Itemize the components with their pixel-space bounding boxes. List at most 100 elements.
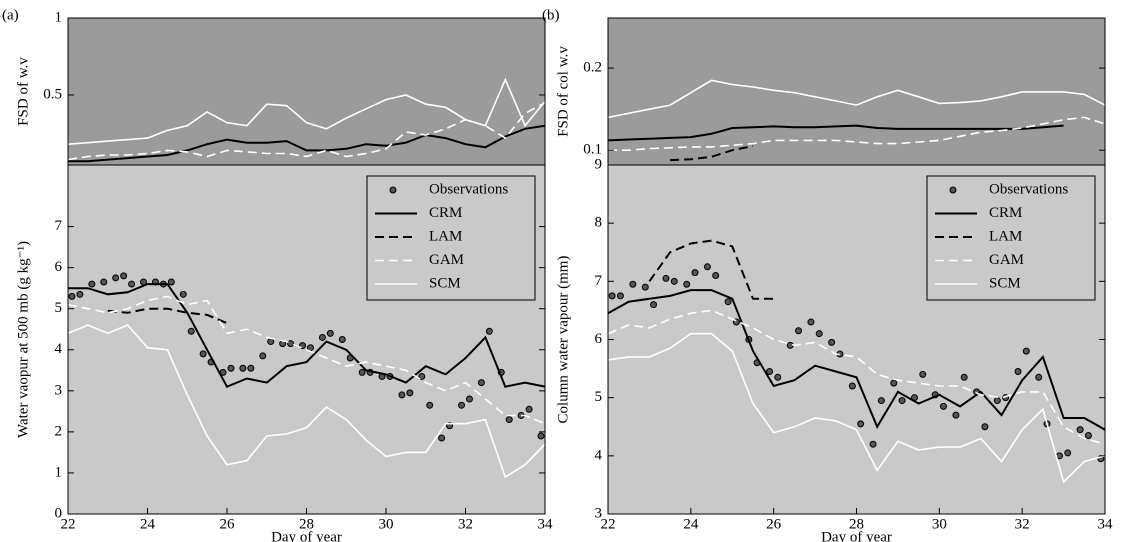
y-tick-label: 5	[55, 300, 63, 316]
observation-point	[1084, 431, 1092, 439]
observation-point	[691, 269, 699, 277]
observation-point	[128, 280, 136, 288]
observation-point	[993, 397, 1001, 405]
y-axis-label: Column water vapour (mm)	[555, 256, 571, 424]
observation-point	[199, 350, 207, 358]
observation-point	[807, 318, 815, 326]
x-tick-label: 28	[299, 516, 314, 532]
observation-point	[505, 416, 513, 424]
observation-point	[465, 395, 473, 403]
x-tick-label: 34	[1098, 516, 1114, 532]
y-tick-label: 1	[55, 9, 63, 25]
x-tick-label: 22	[601, 516, 616, 532]
observation-point	[641, 283, 649, 291]
x-axis-label: Day of year	[821, 529, 892, 542]
observation-point	[418, 372, 426, 380]
panel-label: (a)	[2, 7, 19, 23]
y-axis-label: FSD of col w.v	[555, 46, 571, 137]
observation-point	[960, 373, 968, 381]
observation-point	[650, 301, 658, 309]
observation-point	[187, 327, 195, 335]
plot-background	[68, 18, 545, 165]
y-tick-label: 7	[595, 273, 603, 289]
observation-point	[259, 352, 267, 360]
x-tick-label: 28	[849, 516, 864, 532]
legend-label: Observations	[989, 181, 1068, 197]
series-line	[608, 309, 1105, 445]
observation-point	[857, 420, 865, 428]
observation-point	[120, 272, 128, 280]
observation-point	[939, 402, 947, 410]
observation-point	[239, 364, 247, 372]
plot-area	[68, 77, 545, 163]
series-line	[68, 124, 545, 163]
observation-point	[703, 263, 711, 271]
y-tick-label: 0.5	[43, 86, 62, 102]
x-tick-label: 26	[766, 516, 782, 532]
observation-point	[629, 280, 637, 288]
observation-point	[485, 327, 493, 335]
y-tick-label: 0.2	[583, 60, 602, 76]
observation-point	[712, 272, 720, 280]
observation-point	[525, 405, 533, 413]
observation-point	[616, 292, 624, 300]
y-tick-label: 2	[55, 423, 63, 439]
y-tick-label: 1	[55, 464, 63, 480]
x-tick-label: 26	[220, 516, 236, 532]
series-line	[608, 332, 1105, 484]
y-tick-label: 8	[595, 215, 603, 231]
x-axis-label: Day of year	[271, 529, 342, 542]
series-line	[670, 145, 754, 162]
observation-point	[100, 278, 108, 286]
observation-point	[318, 333, 326, 341]
observation-point	[670, 277, 678, 285]
observation-point	[1076, 426, 1084, 434]
observation-point	[848, 382, 856, 390]
observation-point	[477, 379, 485, 387]
legend-label: CRM	[989, 205, 1022, 221]
observation-point	[766, 367, 774, 375]
x-tick-label: 24	[683, 516, 699, 532]
observation-point	[227, 364, 235, 372]
observation-point	[952, 411, 960, 419]
observation-point	[167, 278, 175, 286]
legend-marker	[949, 186, 957, 194]
observation-point	[438, 434, 446, 442]
legend-label: SCM	[989, 275, 1021, 291]
observation-point	[869, 440, 877, 448]
observation-point	[179, 290, 187, 298]
series-line	[68, 324, 545, 479]
observation-point	[877, 397, 885, 405]
observation-point	[88, 280, 96, 288]
y-axis-label: Water vaopur at 500 mb (g kg⁻¹)	[15, 241, 31, 438]
observation-point	[919, 370, 927, 378]
observation-point	[828, 338, 836, 346]
observation-point	[724, 298, 732, 306]
plot-area	[608, 239, 1105, 484]
x-tick-label: 32	[458, 516, 473, 532]
observation-point	[1022, 347, 1030, 355]
observation-point	[406, 389, 414, 397]
series-line	[68, 283, 545, 388]
y-tick-label: 0.1	[583, 142, 602, 158]
legend-label: SCM	[429, 275, 461, 291]
x-tick-label: 24	[140, 516, 156, 532]
series-line	[608, 124, 1064, 142]
y-tick-label: 5	[595, 389, 603, 405]
y-tick-label: 6	[55, 259, 63, 275]
series-line	[68, 77, 545, 145]
observation-point	[398, 391, 406, 399]
legend-label: GAM	[989, 252, 1024, 268]
observation-point	[1064, 449, 1072, 457]
x-tick-label: 22	[61, 516, 76, 532]
x-tick-label: 30	[379, 516, 394, 532]
series-line	[648, 239, 774, 300]
y-tick-label: 0	[55, 505, 63, 521]
observation-point	[683, 280, 691, 288]
observation-point	[890, 379, 898, 387]
y-tick-label: 6	[595, 331, 603, 347]
y-axis-label: FSD of w.v	[15, 57, 31, 126]
x-tick-label: 34	[538, 516, 554, 532]
series-line	[608, 79, 1105, 119]
